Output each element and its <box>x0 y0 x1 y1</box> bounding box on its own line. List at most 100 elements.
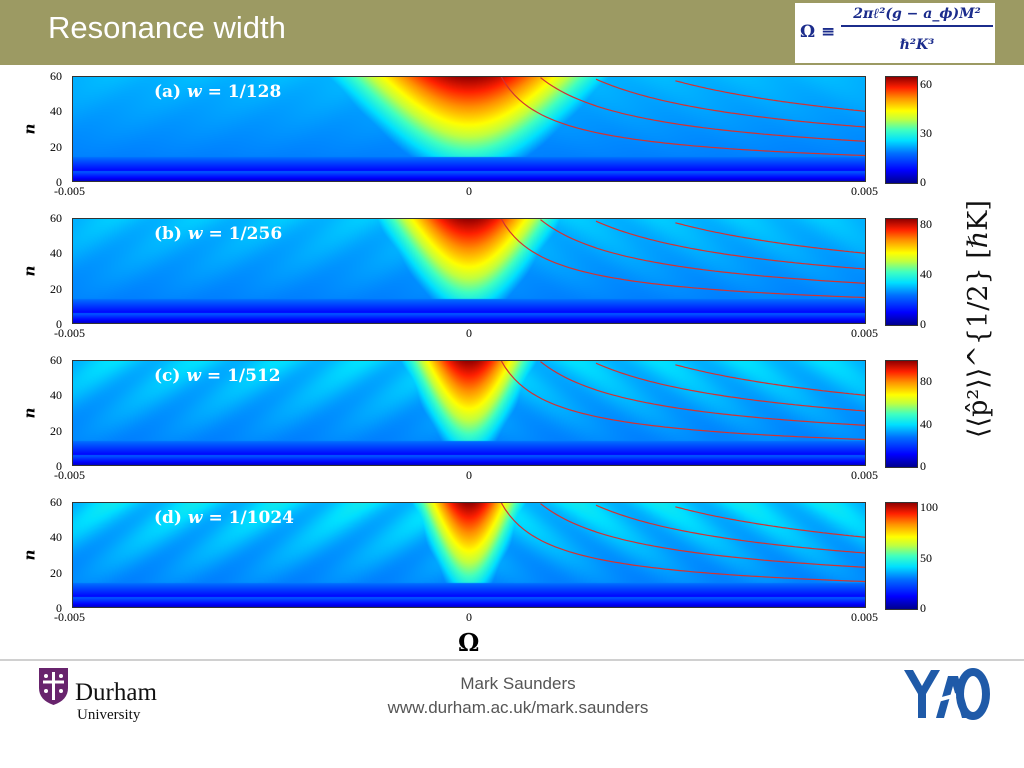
y-tick-label: 40 <box>50 530 62 545</box>
yao-logo-icon <box>904 668 990 720</box>
colorbar-tick-label: 80 <box>920 374 932 389</box>
chart-panel-3: (c) w = 1/512 0 20 40 60 n -0.005 0 0.005 0 40 80 <box>0 353 1024 500</box>
y-axis-label: n <box>20 407 39 419</box>
x-tick-label: 0 <box>466 184 472 198</box>
colorbar-label: ⟨⟨p̂²⟩⟩^{1/2} [ℏK] <box>963 200 994 438</box>
x-tick-label: 0 <box>466 610 472 624</box>
colorbar <box>885 360 918 468</box>
yao-logo <box>900 664 990 724</box>
y-axis-label: n <box>20 123 39 135</box>
panel-variable: w <box>187 82 202 102</box>
x-tick-label: 0.005 <box>851 610 878 624</box>
header-bar: Resonance width Ω ≡ 2πℓ²(g − a_ϕ)M² ℏ²K³ <box>0 0 1024 65</box>
colorbar <box>885 76 918 184</box>
y-tick-label: 40 <box>50 104 62 119</box>
x-tick-label: -0.005 <box>54 184 85 198</box>
heatmap-plot: (b) w = 1/256 <box>72 218 866 324</box>
panel-letter: (a) <box>154 82 188 102</box>
y-tick-label: 20 <box>50 423 62 438</box>
x-tick-label: 0 <box>466 326 472 340</box>
y-tick-label: 40 <box>50 246 62 261</box>
y-tick-label: 0 <box>56 175 62 189</box>
resonance-curves <box>500 218 866 299</box>
footer-divider <box>0 659 1024 661</box>
panel-letter: (c) <box>154 366 187 386</box>
colorbar-tick-label: 30 <box>920 126 932 141</box>
resonance-curve-2 <box>540 219 866 284</box>
heatmap-plot: (a) w = 1/128 <box>72 76 866 182</box>
colorbar-tick-label: 0 <box>920 601 926 615</box>
resonance-curves <box>500 502 866 583</box>
panel-letter: (b) <box>154 224 188 244</box>
chart-panel-1: (a) w = 1/128 0 20 40 60 n -0.005 0 0.005 0 30 60 <box>0 69 1024 216</box>
resonance-curves <box>500 360 866 441</box>
durham-crest-icon <box>39 668 68 705</box>
resonance-curve-3 <box>595 362 866 412</box>
formula-box: Ω ≡ 2πℓ²(g − a_ϕ)M² ℏ²K³ <box>795 3 995 63</box>
resonance-curve-4 <box>675 80 866 112</box>
heatmap-plot: (d) w = 1/1024 <box>72 502 866 608</box>
colorbar-tick-label: 40 <box>920 416 932 431</box>
y-axis-label: n <box>20 265 39 277</box>
y-tick-label: 60 <box>50 69 62 83</box>
durham-name: Durham <box>75 679 157 706</box>
resonance-curve-4 <box>675 506 866 538</box>
panel-label: (a) w = 1/128 <box>154 82 281 102</box>
panel-value: = 1/256 <box>202 224 283 244</box>
slide-title: Resonance width <box>48 10 286 45</box>
colorbar <box>885 218 918 326</box>
chart-panel-2: (b) w = 1/256 0 20 40 60 n -0.005 0 0.005 0 40 80 <box>0 211 1024 358</box>
panel-label: (c) w = 1/512 <box>154 366 281 386</box>
formula-numerator: 2πℓ²(g − a_ϕ)M² <box>841 6 993 27</box>
colorbar-tick-label: 80 <box>920 217 932 232</box>
x-tick-label: 0.005 <box>851 184 878 198</box>
colorbar-tick-label: 60 <box>920 77 932 92</box>
resonance-curves <box>500 76 866 157</box>
x-tick-label: -0.005 <box>54 326 85 340</box>
x-tick-label: -0.005 <box>54 468 85 482</box>
formula-denominator: ℏ²K³ <box>899 37 935 53</box>
y-tick-label: 20 <box>50 565 62 580</box>
y-axis-label: n <box>20 549 39 561</box>
durham-logo: Durham University <box>37 664 197 728</box>
y-tick-label: 40 <box>50 388 62 403</box>
durham-university: University <box>77 707 141 723</box>
x-tick-label: -0.005 <box>54 610 85 624</box>
resonance-curve-4 <box>675 364 866 396</box>
chart-panel-4: (d) w = 1/1024 0 20 40 60 n -0.005 0 0.005 0 50 100 <box>0 495 1024 642</box>
colorbar-tick-label: 0 <box>920 459 926 473</box>
resonance-curve-1 <box>500 218 866 299</box>
x-axis-label: Ω <box>458 628 480 657</box>
y-tick-label: 60 <box>50 353 62 367</box>
y-tick-label: 20 <box>50 281 62 296</box>
resonance-curve-2 <box>540 361 866 426</box>
colorbar <box>885 502 918 610</box>
panel-variable: w <box>187 224 203 244</box>
y-tick-label: 0 <box>56 317 62 331</box>
author-url[interactable]: www.durham.ac.uk/mark.saunders <box>387 698 649 717</box>
resonance-curve-1 <box>500 76 866 157</box>
panel-letter: (d) <box>154 508 188 528</box>
colorbar-tick-label: 0 <box>920 175 926 189</box>
panel-label: (d) w = 1/1024 <box>154 508 294 528</box>
resonance-curve-2 <box>540 77 866 142</box>
colorbar-tick-label: 100 <box>920 500 938 515</box>
panel-variable: w <box>187 508 203 528</box>
y-tick-label: 60 <box>50 211 62 225</box>
panel-value: = 1/1024 <box>202 508 294 528</box>
resonance-curve-3 <box>595 504 866 554</box>
y-tick-label: 0 <box>56 459 62 473</box>
panel-variable: w <box>186 366 201 386</box>
resonance-curve-2 <box>540 503 866 568</box>
x-tick-label: 0.005 <box>851 326 878 340</box>
panel-value: = 1/128 <box>201 82 282 102</box>
resonance-curve-3 <box>595 220 866 270</box>
x-tick-label: 0.005 <box>851 468 878 482</box>
resonance-curve-4 <box>675 222 866 254</box>
resonance-curve-3 <box>595 78 866 128</box>
x-tick-label: 0 <box>466 468 472 482</box>
formula-lhs: Ω ≡ <box>800 22 836 42</box>
resonance-curve-1 <box>500 502 866 583</box>
resonance-curve-1 <box>500 360 866 441</box>
colorbar-tick-label: 0 <box>920 317 926 331</box>
